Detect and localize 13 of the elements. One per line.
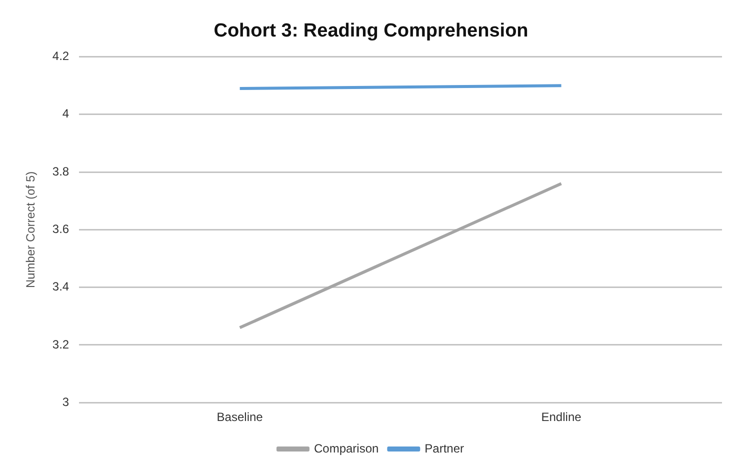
legend-label: Partner	[424, 441, 464, 456]
x-tick-label: Baseline	[216, 410, 264, 424]
y-tick-label: 3	[62, 394, 70, 409]
y-tick-label: 3.8	[52, 164, 70, 178]
y-axis-title: Number Correct (of 5)	[24, 171, 38, 288]
y-tick-label: 3.4	[52, 280, 70, 294]
y-tick-label: 4	[62, 106, 70, 121]
chart-title: Cohort 3: Reading Comprehension	[214, 20, 528, 42]
legend-label: Comparison	[314, 441, 379, 456]
x-tick-label: Endline	[541, 410, 582, 424]
y-tick-label: 4.2	[52, 49, 70, 64]
y-tick-label: 3.2	[52, 337, 70, 352]
y-tick-label: 3.6	[52, 222, 70, 236]
